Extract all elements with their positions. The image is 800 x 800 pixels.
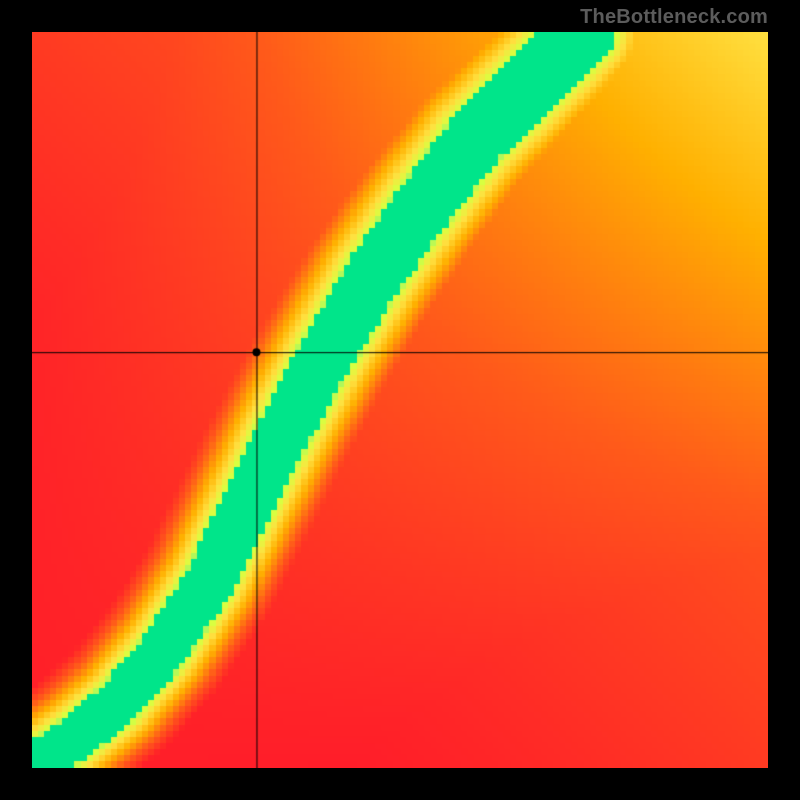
watermark-text: TheBottleneck.com xyxy=(580,6,768,29)
chart-container: TheBottleneck.com xyxy=(0,0,800,800)
bottleneck-heatmap xyxy=(32,32,768,768)
